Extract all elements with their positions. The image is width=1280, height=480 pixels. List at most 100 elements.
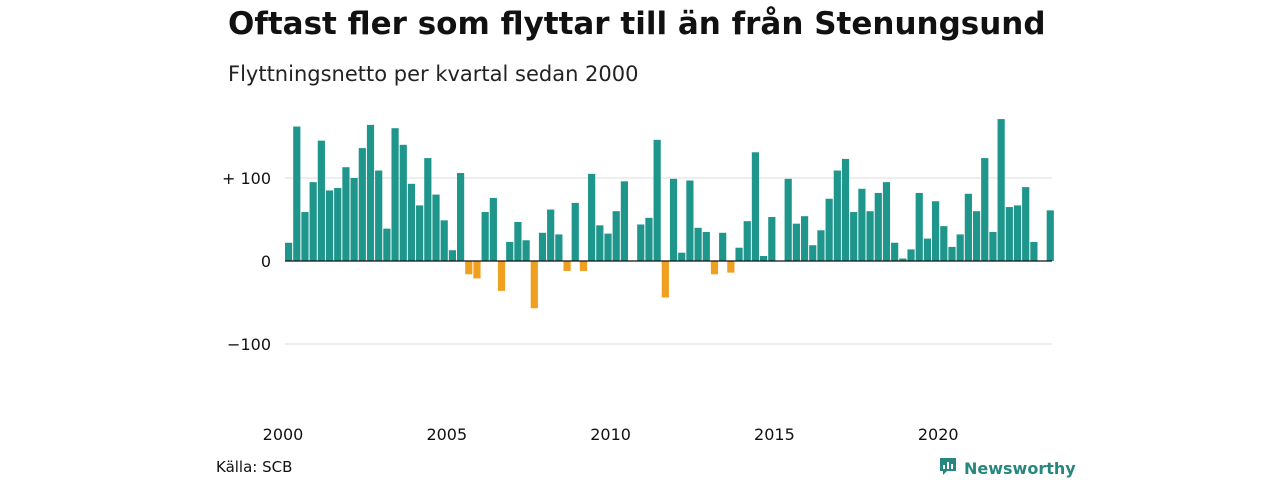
bar-2005-q2[interactable] (456, 173, 465, 261)
bar-2018-q4[interactable] (899, 258, 907, 261)
bar-2019-q4[interactable] (932, 201, 940, 261)
bar-2000-q4[interactable] (309, 182, 317, 261)
bar-2019-q2[interactable] (915, 192, 923, 261)
bar-2000-q1[interactable] (285, 242, 293, 261)
bar-2021-q1[interactable] (972, 211, 981, 261)
bar-2004-q3[interactable] (432, 194, 440, 261)
bar-2003-q4[interactable] (407, 183, 416, 261)
bar-2018-q1[interactable] (874, 192, 882, 261)
bar-2015-q4[interactable] (800, 216, 809, 261)
bar-2013-q3[interactable] (727, 261, 735, 273)
bar-2020-q4[interactable] (964, 193, 972, 261)
brand-logo[interactable]: Newsworthy (938, 456, 1076, 480)
bar-2006-q2[interactable] (489, 197, 497, 261)
bar-2007-q3[interactable] (530, 261, 538, 309)
bar-2007-q1[interactable] (514, 221, 522, 261)
bar-2008-q1[interactable] (547, 209, 555, 261)
bar-2017-q2[interactable] (850, 212, 858, 261)
bar-2021-q4[interactable] (997, 119, 1005, 261)
x-tick-label: 2015 (754, 425, 795, 444)
bar-2013-q2[interactable] (719, 232, 727, 261)
bar-2011-q1[interactable] (645, 217, 653, 261)
bar-2001-q3[interactable] (334, 187, 342, 261)
bar-2012-q3[interactable] (694, 227, 702, 261)
bar-2005-q3[interactable] (465, 261, 473, 275)
bar-2000-q2[interactable] (293, 126, 301, 261)
bar-2004-q1[interactable] (416, 205, 424, 261)
x-tick-label: 2020 (918, 425, 959, 444)
bar-2005-q4[interactable] (473, 261, 481, 279)
bar-2008-q2[interactable] (555, 234, 563, 261)
bar-2019-q1[interactable] (907, 249, 915, 261)
bar-2006-q3[interactable] (497, 261, 506, 291)
bar-2013-q1[interactable] (710, 261, 719, 275)
bar-2010-q4[interactable] (637, 224, 645, 261)
bar-2002-q3[interactable] (366, 124, 375, 261)
bar-2012-q1[interactable] (678, 252, 686, 261)
bar-2011-q2[interactable] (653, 139, 661, 261)
bar-2016-q2[interactable] (817, 230, 825, 261)
bar-2020-q1[interactable] (940, 226, 948, 261)
bar-2001-q4[interactable] (342, 167, 350, 261)
bar-2016-q3[interactable] (825, 198, 833, 261)
bar-2023-q2[interactable] (1046, 210, 1054, 261)
x-tick-label: 2000 (263, 425, 304, 444)
bar-2001-q1[interactable] (317, 140, 325, 261)
bar-2009-q4[interactable] (604, 233, 612, 261)
bar-2021-q3[interactable] (989, 231, 997, 261)
bar-2009-q2[interactable] (588, 173, 596, 261)
bar-2022-q2[interactable] (1013, 205, 1022, 261)
bar-2011-q3[interactable] (661, 261, 669, 298)
bar-2006-q4[interactable] (506, 241, 514, 261)
source-note: Källa: SCB (216, 458, 293, 476)
bar-2004-q2[interactable] (424, 158, 432, 261)
bar-2012-q4[interactable] (702, 231, 710, 261)
bar-2022-q1[interactable] (1005, 207, 1013, 261)
bar-2008-q4[interactable] (571, 202, 579, 261)
bar-2007-q2[interactable] (522, 240, 530, 261)
bar-2006-q1[interactable] (481, 212, 489, 261)
bar-2012-q2[interactable] (686, 180, 694, 261)
bar-2022-q4[interactable] (1030, 241, 1038, 261)
bar-2017-q3[interactable] (858, 188, 866, 261)
bar-2014-q2[interactable] (751, 152, 760, 261)
bar-2020-q3[interactable] (956, 234, 964, 261)
bar-2021-q2[interactable] (981, 158, 989, 261)
bar-2018-q2[interactable] (882, 182, 891, 261)
bar-2017-q4[interactable] (866, 211, 874, 261)
bar-2004-q4[interactable] (440, 220, 448, 261)
bar-2001-q2[interactable] (325, 190, 334, 261)
bar-2015-q3[interactable] (792, 223, 800, 261)
chart-title: Oftast fler som flyttar till än från Ste… (228, 6, 1046, 42)
y-tick-label: −100 (227, 335, 271, 354)
bar-2009-q3[interactable] (596, 225, 604, 261)
bar-2003-q2[interactable] (391, 128, 399, 261)
bar-2010-q1[interactable] (612, 211, 620, 261)
bar-2009-q1[interactable] (579, 261, 588, 271)
x-tick-label: 2010 (590, 425, 631, 444)
bar-2000-q3[interactable] (301, 212, 309, 261)
bar-2002-q4[interactable] (375, 170, 383, 261)
bar-2014-q4[interactable] (768, 217, 776, 261)
bar-2007-q4[interactable] (538, 232, 547, 261)
bar-2005-q1[interactable] (448, 250, 456, 261)
bar-2008-q3[interactable] (563, 261, 571, 271)
bar-2011-q4[interactable] (669, 178, 678, 261)
bar-2016-q4[interactable] (833, 170, 841, 261)
bar-2017-q1[interactable] (841, 158, 850, 261)
bar-2019-q3[interactable] (923, 238, 932, 261)
bar-2022-q3[interactable] (1022, 187, 1030, 261)
bar-2015-q2[interactable] (784, 178, 792, 261)
bar-2003-q3[interactable] (399, 144, 407, 261)
bar-2014-q3[interactable] (760, 256, 768, 261)
bar-2013-q4[interactable] (735, 247, 743, 261)
bar-2002-q2[interactable] (358, 148, 366, 261)
bar-2018-q3[interactable] (891, 242, 899, 261)
bar-2016-q1[interactable] (809, 245, 817, 261)
bar-2010-q2[interactable] (620, 181, 628, 261)
bar-2014-q1[interactable] (743, 221, 751, 261)
bar-2003-q1[interactable] (383, 228, 391, 261)
bar-2020-q2[interactable] (948, 246, 956, 261)
bar-2002-q1[interactable] (350, 178, 358, 261)
